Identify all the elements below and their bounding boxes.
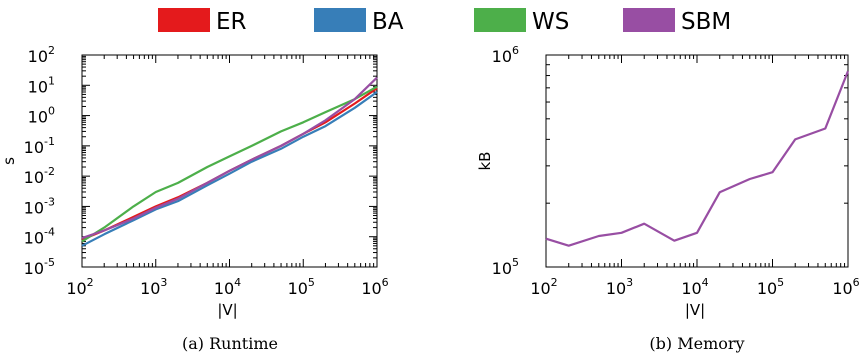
y-tick-exponent: -3 — [44, 195, 55, 208]
y-tick-exponent: -5 — [44, 256, 55, 269]
y-tick-exponent: 0 — [48, 105, 55, 118]
x-tick-exponent: 3 — [626, 276, 633, 289]
series-line-er — [81, 87, 378, 241]
x-tick-exponent: 6 — [853, 276, 860, 289]
legend-swatch-er — [158, 8, 210, 32]
x-axis-label: |V| — [217, 301, 237, 319]
y-tick-label: 10-1 — [24, 135, 55, 157]
x-tick-exponent: 6 — [382, 276, 389, 289]
panel-caption: (a) Runtime — [182, 334, 278, 353]
series-line-ws — [81, 85, 378, 243]
runtime-chart: 102 103 104 105 10610-510-410-310-210-110010… — [0, 44, 389, 353]
y-tick-label: 10-3 — [24, 195, 55, 217]
x-tick-base: 10 — [214, 279, 234, 298]
x-tick-label: 102 — [66, 276, 93, 298]
x-tick-exponent: 3 — [160, 276, 167, 289]
legend: ER BA WS SBM — [158, 8, 731, 35]
x-tick-exponent: 2 — [87, 276, 94, 289]
legend-swatch-ws — [474, 8, 526, 32]
y-tick-base: 10 — [492, 47, 512, 66]
x-tick-exponent: 2 — [551, 276, 558, 289]
x-tick-label: 105 — [288, 276, 315, 298]
x-tick-base: 10 — [530, 279, 550, 298]
y-tick-base: 10 — [24, 138, 44, 157]
y-tick-base: 10 — [492, 259, 512, 278]
x-tick-label: 103 — [606, 276, 633, 298]
y-tick-label: 10-5 — [24, 256, 55, 278]
x-tick-base: 10 — [681, 279, 701, 298]
x-tick-base: 10 — [288, 279, 308, 298]
minor-ticks — [82, 55, 377, 267]
y-tick-label: 10-2 — [24, 165, 55, 187]
x-tick-label: 104 — [214, 276, 241, 298]
panel-caption: (b) Memory — [649, 334, 744, 353]
y-tick-label: 105 — [492, 256, 519, 278]
y-tick-label: 10-4 — [24, 226, 55, 248]
x-tick-base: 10 — [832, 279, 852, 298]
series-line-ba — [81, 91, 378, 247]
x-tick-label: 106 — [832, 276, 859, 298]
y-axis-label: kB — [476, 152, 494, 171]
minor-ticks — [546, 55, 848, 267]
y-tick-base: 10 — [24, 229, 44, 248]
y-tick-base: 10 — [28, 108, 48, 127]
y-tick-exponent: -2 — [44, 165, 55, 178]
x-tick-base: 10 — [66, 279, 86, 298]
y-tick-label: 100 — [28, 105, 55, 127]
series-line-sbm — [545, 70, 850, 247]
x-tick-label: 105 — [757, 276, 784, 298]
y-tick-base: 10 — [28, 77, 48, 96]
y-tick-label: 106 — [492, 44, 519, 66]
y-tick-exponent: 6 — [512, 44, 519, 57]
y-tick-exponent: 5 — [512, 256, 519, 269]
x-tick-base: 10 — [757, 279, 777, 298]
y-tick-exponent: 2 — [48, 44, 55, 57]
y-tick-label: 102 — [28, 44, 55, 66]
y-tick-label: 101 — [28, 74, 55, 96]
legend-label-ba: BA — [372, 9, 404, 35]
x-tick-base: 10 — [140, 279, 160, 298]
legend-label-er: ER — [216, 9, 247, 35]
plot-frame — [81, 54, 378, 268]
plot-frame — [545, 54, 849, 268]
legend-swatch-sbm — [623, 8, 675, 32]
x-axis-label: |V| — [685, 301, 705, 319]
y-tick-exponent: -1 — [44, 135, 55, 148]
legend-label-ws: WS — [532, 9, 569, 35]
legend-swatch-ba — [314, 8, 366, 32]
x-tick-label: 102 — [530, 276, 557, 298]
legend-label-sbm: SBM — [681, 9, 731, 35]
y-axis-label: s — [0, 157, 18, 165]
x-tick-base: 10 — [361, 279, 381, 298]
x-tick-label: 104 — [681, 276, 708, 298]
y-tick-base: 10 — [24, 259, 44, 278]
x-tick-label: 106 — [361, 276, 388, 298]
x-tick-exponent: 5 — [308, 276, 315, 289]
y-tick-exponent: -4 — [44, 226, 55, 239]
x-tick-exponent: 4 — [234, 276, 241, 289]
y-tick-base: 10 — [28, 47, 48, 66]
x-tick-label: 103 — [140, 276, 167, 298]
x-tick-exponent: 5 — [777, 276, 784, 289]
y-tick-base: 10 — [24, 198, 44, 217]
series-line-sbm — [81, 76, 378, 240]
y-tick-base: 10 — [24, 168, 44, 187]
x-tick-exponent: 4 — [702, 276, 709, 289]
y-tick-exponent: 1 — [48, 74, 55, 87]
x-tick-base: 10 — [606, 279, 626, 298]
